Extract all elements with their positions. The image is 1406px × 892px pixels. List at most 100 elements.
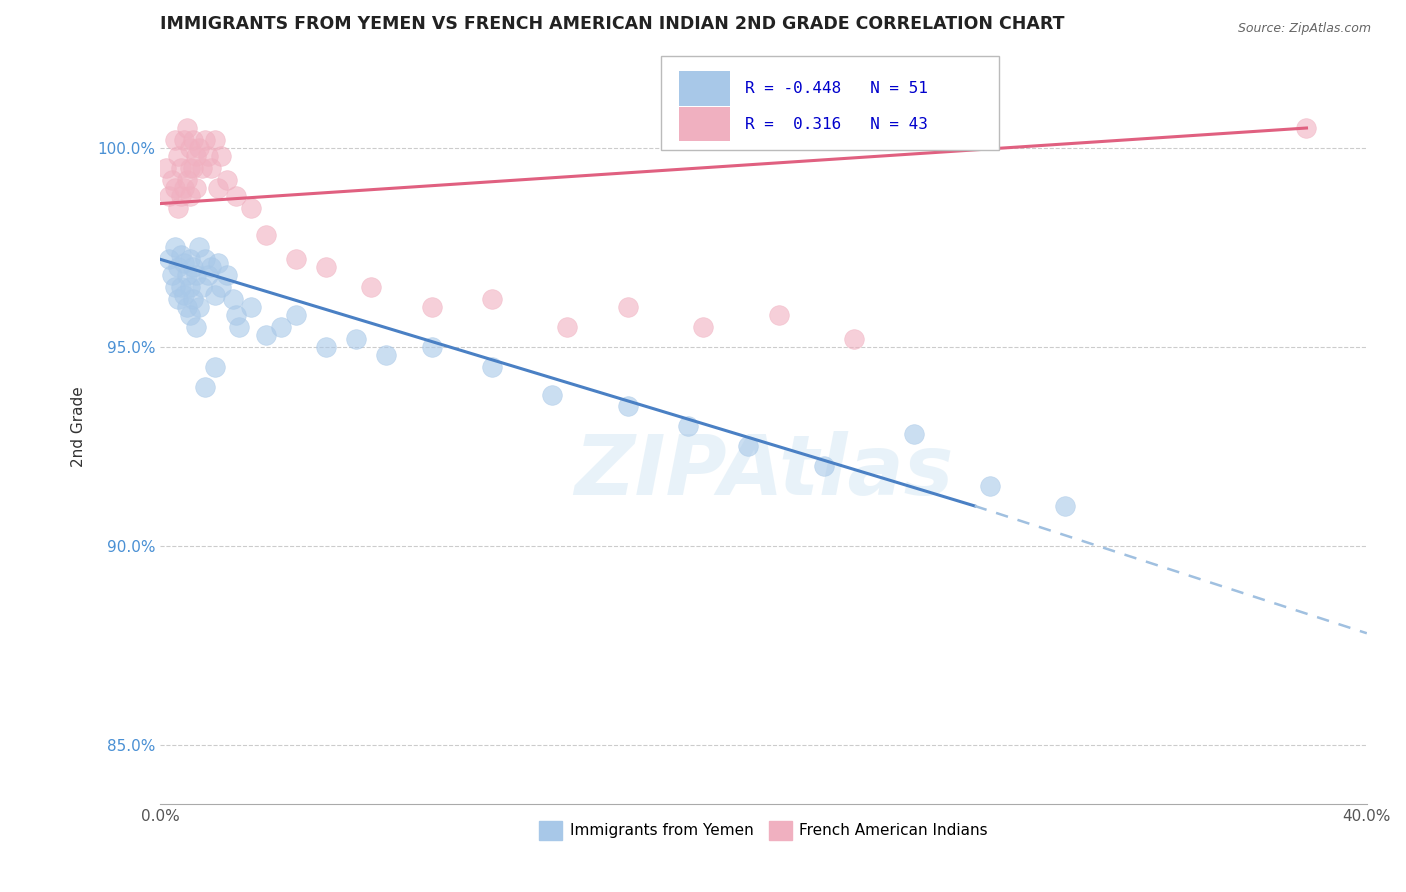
Point xyxy=(284,308,307,322)
Point xyxy=(813,459,835,474)
Point xyxy=(239,201,262,215)
Text: ZIPAtlas: ZIPAtlas xyxy=(574,431,953,512)
Point xyxy=(176,300,198,314)
Point xyxy=(186,180,208,194)
Point xyxy=(183,133,205,147)
Text: IMMIGRANTS FROM YEMEN VS FRENCH AMERICAN INDIAN 2ND GRADE CORRELATION CHART: IMMIGRANTS FROM YEMEN VS FRENCH AMERICAN… xyxy=(160,15,1064,33)
Point xyxy=(194,133,217,147)
Point xyxy=(173,288,195,302)
Point xyxy=(179,280,201,294)
Point xyxy=(228,320,250,334)
Point xyxy=(209,149,232,163)
Point xyxy=(179,161,201,175)
Point xyxy=(188,240,211,254)
Point xyxy=(188,141,211,155)
Point xyxy=(204,359,226,374)
Point xyxy=(360,280,382,294)
Point xyxy=(842,332,865,346)
Point xyxy=(207,180,229,194)
Point xyxy=(186,268,208,283)
Point xyxy=(375,348,398,362)
Point xyxy=(979,479,1001,493)
Legend: Immigrants from Yemen, French American Indians: Immigrants from Yemen, French American I… xyxy=(533,815,994,846)
Text: R = -0.448   N = 51: R = -0.448 N = 51 xyxy=(745,81,928,96)
Point xyxy=(737,439,759,453)
Point xyxy=(541,387,564,401)
Point xyxy=(903,427,925,442)
Point xyxy=(200,260,222,275)
Point xyxy=(557,320,579,334)
Point xyxy=(165,240,187,254)
Point xyxy=(692,320,714,334)
Point xyxy=(225,188,247,202)
Point xyxy=(254,228,277,243)
Point xyxy=(183,161,205,175)
Point xyxy=(176,268,198,283)
Point xyxy=(183,292,205,306)
Point xyxy=(204,133,226,147)
Point xyxy=(176,121,198,136)
Point xyxy=(616,400,638,414)
Point xyxy=(176,172,198,186)
Point xyxy=(194,379,217,393)
Point xyxy=(768,308,790,322)
Point xyxy=(167,292,190,306)
Point xyxy=(155,161,177,175)
Point xyxy=(186,149,208,163)
Y-axis label: 2nd Grade: 2nd Grade xyxy=(72,386,86,467)
Point xyxy=(162,268,184,283)
Text: R =  0.316   N = 43: R = 0.316 N = 43 xyxy=(745,117,928,131)
Point xyxy=(165,280,187,294)
Point xyxy=(197,149,219,163)
Point xyxy=(167,260,190,275)
FancyBboxPatch shape xyxy=(679,107,730,142)
Point xyxy=(173,256,195,270)
Point xyxy=(215,268,238,283)
Point xyxy=(179,141,201,155)
Point xyxy=(188,300,211,314)
Point xyxy=(173,180,195,194)
Point xyxy=(676,419,699,434)
Point xyxy=(616,300,638,314)
Point xyxy=(170,248,193,262)
Point xyxy=(420,340,443,354)
Point xyxy=(481,292,503,306)
Point xyxy=(157,252,180,267)
Point xyxy=(157,188,180,202)
Point xyxy=(270,320,292,334)
Point xyxy=(204,288,226,302)
Point xyxy=(200,161,222,175)
Point xyxy=(167,201,190,215)
Point xyxy=(167,149,190,163)
Point xyxy=(215,172,238,186)
Point xyxy=(420,300,443,314)
Text: Source: ZipAtlas.com: Source: ZipAtlas.com xyxy=(1237,22,1371,36)
Point xyxy=(165,180,187,194)
Point xyxy=(179,252,201,267)
Point xyxy=(344,332,367,346)
Point xyxy=(170,188,193,202)
Point xyxy=(221,292,243,306)
FancyBboxPatch shape xyxy=(661,56,998,151)
Point xyxy=(162,172,184,186)
Point xyxy=(284,252,307,267)
Point xyxy=(165,133,187,147)
Point xyxy=(1054,499,1077,513)
Point xyxy=(191,280,214,294)
Point xyxy=(254,327,277,342)
Point xyxy=(194,252,217,267)
Point xyxy=(209,280,232,294)
Point xyxy=(170,280,193,294)
Point xyxy=(225,308,247,322)
Point xyxy=(179,188,201,202)
Point xyxy=(183,260,205,275)
Point xyxy=(315,260,337,275)
Point xyxy=(1295,121,1317,136)
FancyBboxPatch shape xyxy=(679,71,730,106)
Point xyxy=(170,161,193,175)
Point xyxy=(207,256,229,270)
Point xyxy=(197,268,219,283)
Point xyxy=(239,300,262,314)
Point xyxy=(179,308,201,322)
Point xyxy=(186,320,208,334)
